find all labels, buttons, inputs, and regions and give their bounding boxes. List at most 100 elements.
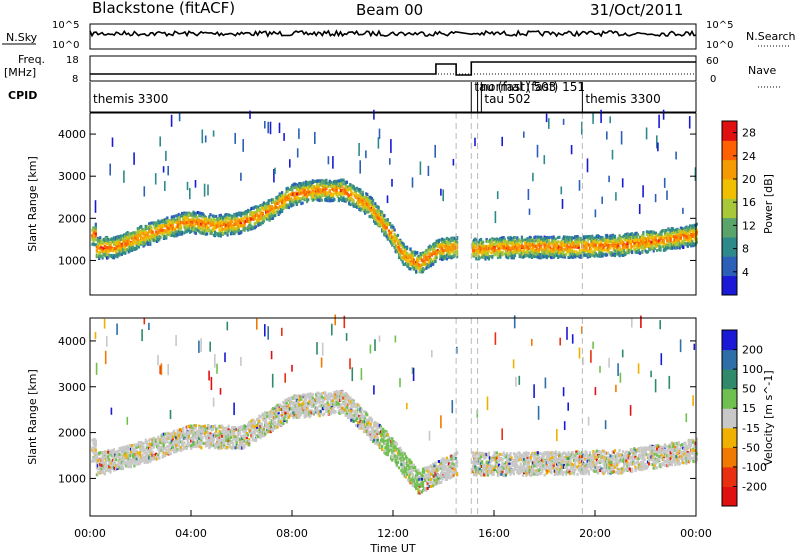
power-cell [361,190,364,194]
power-cell [190,230,193,233]
velocity-cell [126,459,129,463]
power-cell [391,224,394,228]
power-cell [337,199,340,203]
power-cell [168,230,171,234]
freq-line [90,61,696,76]
power-cell [585,235,588,239]
power-cell [540,246,543,250]
power-cell [237,229,240,233]
power-cell [506,243,509,247]
power-cell [685,232,688,236]
power-cell [199,227,202,231]
power-cell [692,242,695,246]
power-cell [241,218,244,222]
power-cell [281,208,284,212]
power-cell [170,114,173,127]
power-cell [425,248,428,252]
power-cell [585,253,588,257]
power-cell [399,253,402,256]
power-cell [128,236,131,240]
power-cell [168,221,171,225]
power-cell [588,250,592,253]
power-ytick-label: 2000 [58,212,86,225]
power-cell [244,219,247,223]
power-cell [362,208,365,211]
power-cell [174,227,177,231]
power-cbar-label: Power [dB] [762,174,775,234]
velocity-cell [111,465,114,469]
power-cell [107,239,110,243]
power-cell [259,215,262,219]
power-cell [579,237,583,241]
power-cell [119,250,122,254]
power-cell [320,183,323,187]
power-cell [127,241,130,245]
velocity-cell [91,446,94,450]
power-cell [523,131,525,138]
power-cell [516,240,519,244]
power-cell [386,218,389,222]
power-cell [131,249,134,252]
power-cell [157,221,160,225]
power-cell [342,182,345,186]
power-cell [626,245,629,249]
velocity-cell [127,465,130,469]
power-cell [501,238,504,242]
power-cell [278,122,281,134]
power-cell [378,214,381,218]
power-cell [156,236,159,240]
power-cell [253,222,256,226]
power-cell [150,237,153,241]
power-cell [293,186,296,190]
power-cell [384,228,387,232]
power-cell [654,231,657,235]
power-cell [224,227,227,231]
velocity-cell [111,452,114,456]
power-cell [132,245,135,249]
power-cell [527,250,530,254]
power-cell [237,232,240,235]
velocity-cell [141,329,143,342]
power-cell [256,219,259,223]
power-cell [652,242,655,246]
power-cell [688,116,691,129]
power-cell [690,243,693,247]
power-cell [271,198,275,202]
velocity-cell [109,465,112,469]
power-cell [218,228,221,232]
power-cell [384,233,387,237]
power-cell [352,185,355,189]
power-cell [634,248,637,252]
power-cell [594,209,597,218]
power-cell [501,136,503,147]
power-cell [685,228,688,232]
power-cell [540,256,543,260]
power-cell [635,244,638,248]
power-cell [607,241,610,245]
power-cell [168,227,171,231]
power-cell [183,211,186,215]
power-cell [644,244,647,248]
cpid-segment-label: normal (fast) 151 [481,80,585,94]
velocity-plot-background [90,318,696,516]
power-cell [370,208,373,212]
power-cell [553,243,556,247]
power-cell [475,256,478,260]
power-cell [186,214,189,218]
power-cell [198,214,201,218]
power-cell [332,193,335,197]
power-cell [441,244,444,248]
power-cell [256,212,259,216]
power-cell [652,246,655,250]
power-cell [617,242,620,246]
power-cell [520,235,523,239]
power-cell [645,127,648,140]
power-cell [682,240,685,244]
power-cell [246,228,250,232]
power-cell [495,250,498,254]
power-cell [663,231,667,235]
power-cell [273,211,276,215]
power-cell [332,199,335,202]
power-cell [192,217,195,221]
